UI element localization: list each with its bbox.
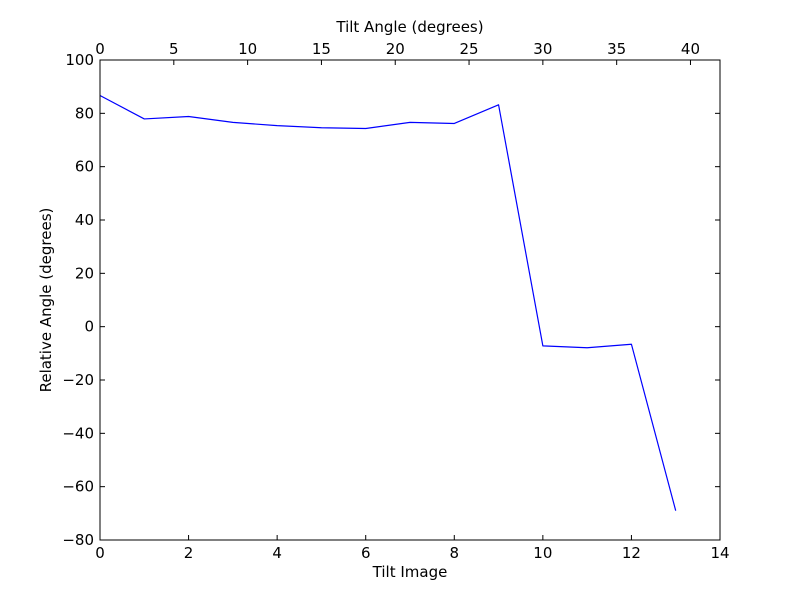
y-tick-label: 20 [75, 264, 94, 282]
top-tick-label: 0 [95, 40, 105, 58]
x-tick-label: 8 [450, 544, 460, 562]
top-tick-label: 10 [238, 40, 257, 58]
plot-frame [99, 59, 721, 541]
top-tick-label: 35 [607, 40, 626, 58]
y-tick-label: 100 [65, 51, 94, 69]
x-tick-label: 0 [95, 544, 105, 562]
series-line [99, 94, 677, 511]
y-tick-label: −80 [62, 531, 94, 549]
y-tick-label: 0 [84, 318, 94, 336]
plot-area [99, 94, 677, 511]
y-tick-label: −60 [62, 478, 94, 496]
top-tick-label: 15 [312, 40, 331, 58]
top-tick-label: 5 [169, 40, 179, 58]
x-tick-label: 6 [361, 544, 371, 562]
x-tick-label: 10 [533, 544, 552, 562]
y-tick-label: −20 [62, 371, 94, 389]
top-axis-label: Tilt Angle (degrees) [335, 18, 483, 36]
x-tick-label: 12 [622, 544, 641, 562]
top-tick-label: 20 [386, 40, 405, 58]
y-axis-label: Relative Angle (degrees) [37, 208, 55, 393]
top-tick-label: 40 [681, 40, 700, 58]
y-tick-label: −40 [62, 424, 94, 442]
top-tick-label: 30 [533, 40, 552, 58]
x-tick-label: 4 [272, 544, 282, 562]
axis-ticks: 0 2 4 6 8 10 12 14 0 5 10 15 20 25 30 35 40 −80 −60 −40 −20 0… [62, 40, 729, 562]
top-tick-label: 25 [460, 40, 479, 58]
x-axis-label: Tilt Image [372, 563, 448, 581]
y-tick-label: 80 [75, 104, 94, 122]
y-tick-label: 40 [75, 211, 94, 229]
y-tick-label: 60 [75, 158, 94, 176]
x-tick-label: 14 [710, 544, 729, 562]
x-tick-label: 2 [184, 544, 194, 562]
